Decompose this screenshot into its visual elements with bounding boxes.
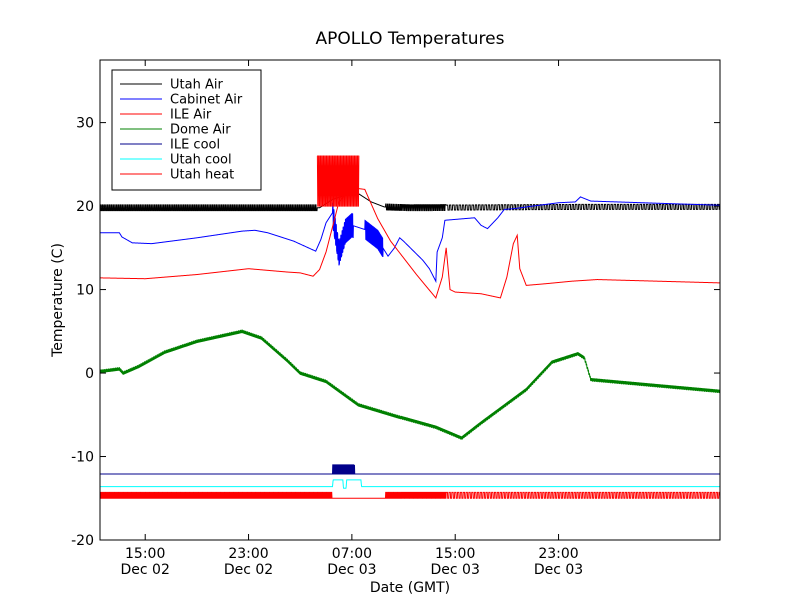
series-line-dome-air <box>100 329 720 440</box>
legend-label: Utah Air <box>170 78 223 93</box>
y-tick-label: 10 <box>76 283 94 299</box>
series-line-ile-air <box>100 187 720 299</box>
x-tick-label-date: Dec 03 <box>327 562 376 578</box>
y-tick-label: 30 <box>76 116 94 132</box>
legend-label: Utah heat <box>170 168 234 183</box>
y-tick-label: 20 <box>76 199 94 215</box>
series-line-ile-cool <box>100 464 720 475</box>
legend-label: ILE Air <box>170 108 212 123</box>
legend-label: ILE cool <box>170 138 220 153</box>
legend-label: Utah cool <box>170 153 232 168</box>
legend-label: Dome Air <box>170 123 231 138</box>
x-axis-label: Date (GMT) <box>370 580 450 596</box>
x-tick-label-date: Dec 03 <box>431 562 480 578</box>
series-line-utah-cool <box>100 479 720 489</box>
chart-title: APOLLO Temperatures <box>316 29 505 49</box>
x-tick-label-time: 15:00 <box>125 546 165 562</box>
plot-frame <box>99 59 721 541</box>
x-tick-label-time: 23:00 <box>538 546 578 562</box>
series-line-utah-air <box>100 193 720 212</box>
y-tick-label: -10 <box>71 450 94 466</box>
x-tick-label-date: Dec 03 <box>534 562 583 578</box>
y-axis-label: Temperature (C) <box>50 243 66 358</box>
x-tick-label-time: 07:00 <box>332 546 372 562</box>
series-line-ile-air-oscillation <box>316 155 360 207</box>
x-tick-label-time: 15:00 <box>435 546 475 562</box>
y-tick-label: 0 <box>85 366 94 382</box>
y-tick-label: -20 <box>71 533 94 549</box>
legend-box <box>111 69 262 191</box>
x-tick-label-date: Dec 02 <box>121 562 170 578</box>
series-line-utah-heat <box>100 491 720 499</box>
x-tick-label-time: 23:00 <box>228 546 268 562</box>
legend-label: Cabinet Air <box>170 93 243 108</box>
series-line-cabinet-air <box>100 196 720 284</box>
x-tick-label-date: Dec 02 <box>224 562 273 578</box>
